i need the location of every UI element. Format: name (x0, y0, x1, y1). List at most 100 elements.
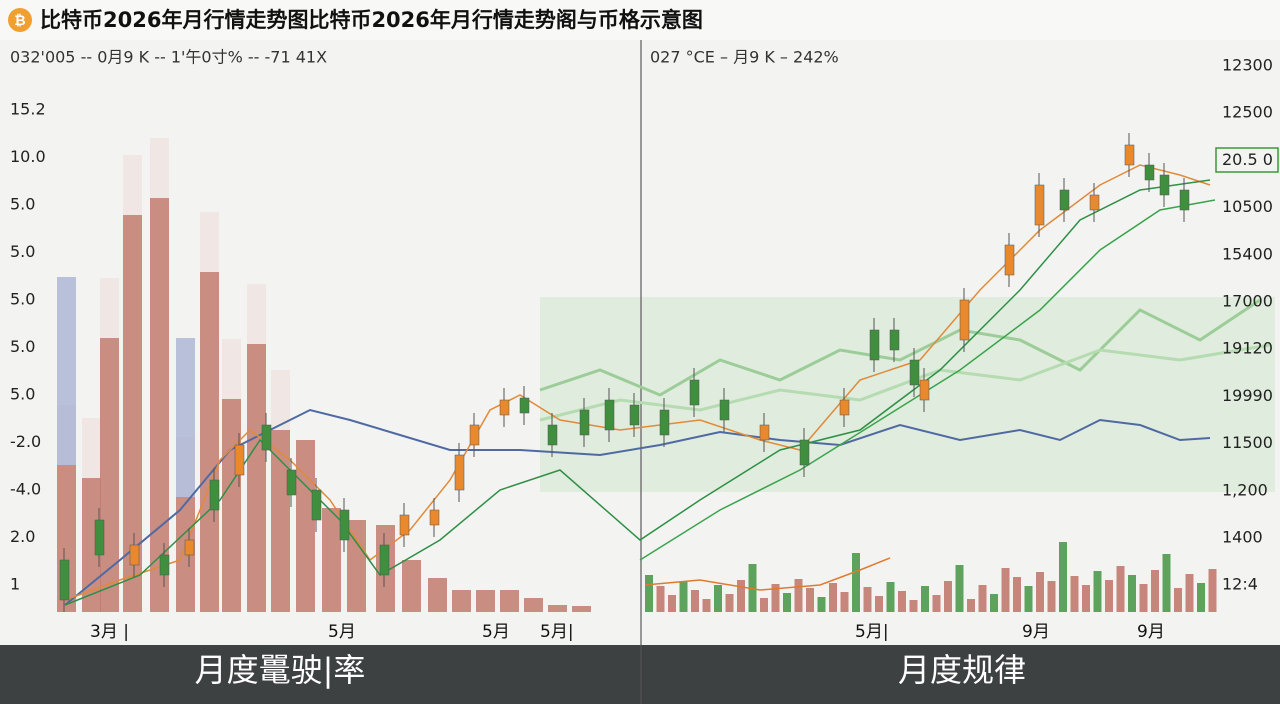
bar (572, 606, 591, 612)
bar (100, 338, 119, 612)
volume-bar (967, 599, 975, 612)
candle (839, 399, 850, 416)
orange-line (644, 557, 891, 591)
x-label: 5月 (482, 622, 510, 642)
candle (59, 559, 70, 601)
volume-bar (1208, 569, 1217, 612)
candle (1034, 184, 1045, 226)
candle (261, 424, 272, 451)
blue-bar (176, 338, 195, 497)
band-line (539, 298, 1261, 397)
candle (629, 404, 640, 426)
volume-bar (990, 594, 998, 612)
volume-bar (1116, 566, 1125, 612)
bar-shadow (222, 339, 241, 399)
volume-bar (794, 579, 803, 612)
y-label: 2.0 (10, 527, 35, 546)
candle (799, 439, 810, 466)
volume-bar (817, 597, 826, 612)
y-label: 5.0 (10, 290, 35, 309)
y-label: -2.0 (10, 432, 41, 451)
y-label: 17000 (1222, 292, 1273, 311)
candle (1144, 164, 1155, 181)
candle (909, 359, 920, 386)
bar-shadow (100, 278, 119, 338)
bar (347, 520, 366, 612)
candle (209, 479, 220, 511)
bar-shadow (123, 155, 142, 215)
volume-bar (921, 586, 929, 612)
bar (524, 598, 543, 612)
volume-bar (1082, 585, 1090, 612)
volume-bar (725, 594, 734, 612)
title-bar (0, 0, 1280, 40)
volume-bar (645, 575, 653, 612)
volume-bar (771, 584, 780, 612)
page-title: 比特币2026年月行情走势图比特币2026年月行情走势阁与币格示意图 (40, 8, 703, 32)
bar (247, 344, 266, 612)
y-label: 11500 (1222, 433, 1273, 452)
y-label: 20.5 0 (1222, 150, 1273, 169)
candle (454, 454, 465, 491)
volume-bar (1185, 574, 1194, 612)
volume-bar (944, 581, 952, 612)
candle (889, 329, 900, 351)
candle (519, 397, 530, 414)
candle (1159, 174, 1170, 196)
bar-shadow (200, 212, 219, 272)
volume-bar (656, 586, 665, 612)
bar (271, 430, 290, 612)
bar (428, 578, 447, 612)
volume-bar (886, 582, 895, 612)
bar (500, 590, 519, 612)
volume-bar (1059, 542, 1067, 612)
volume-bar (1047, 581, 1056, 612)
y-label: -4.0 (10, 480, 41, 499)
candle (94, 519, 105, 556)
volume-bar (1093, 571, 1102, 612)
candle (286, 469, 297, 496)
candle (379, 544, 390, 576)
coin-icon (8, 8, 32, 32)
candle (339, 509, 350, 541)
green-line (64, 179, 1211, 606)
y-label: 15400 (1222, 244, 1273, 263)
bar (452, 590, 471, 612)
bar (123, 215, 142, 612)
candle (719, 399, 730, 421)
y-label: 15.2 (10, 100, 46, 119)
bar-shadow (82, 418, 101, 478)
candle (499, 399, 510, 416)
volume-bar (1197, 583, 1205, 612)
bar-shadow (271, 370, 290, 430)
blue-line (64, 408, 1211, 606)
volume-bar (1036, 572, 1044, 612)
volume-bar (852, 553, 860, 612)
volume-bar (1105, 580, 1113, 612)
bar (296, 440, 315, 612)
bar (222, 399, 241, 612)
y-label: 19120 (1222, 339, 1273, 358)
candle (659, 409, 670, 436)
x-label: 9月 (1137, 622, 1165, 642)
volume-bar (1070, 576, 1079, 612)
volume-bar (955, 565, 964, 612)
volume-bar (1139, 584, 1148, 612)
bar (402, 560, 421, 612)
candle (469, 424, 480, 446)
volume-bar (1024, 586, 1033, 612)
caption-bar (0, 645, 1280, 704)
right-caption: 月度规律 (898, 651, 1026, 689)
volume-bar (829, 583, 837, 612)
volume-bar (909, 600, 918, 612)
candle (1124, 144, 1135, 166)
y-label: 1400 (1222, 528, 1263, 547)
candle (399, 514, 410, 536)
volume-bar (806, 588, 814, 612)
volume-bar (863, 587, 872, 612)
candle (869, 329, 880, 361)
y-label: 10.0 (10, 147, 46, 166)
volume-bar (1128, 575, 1136, 612)
